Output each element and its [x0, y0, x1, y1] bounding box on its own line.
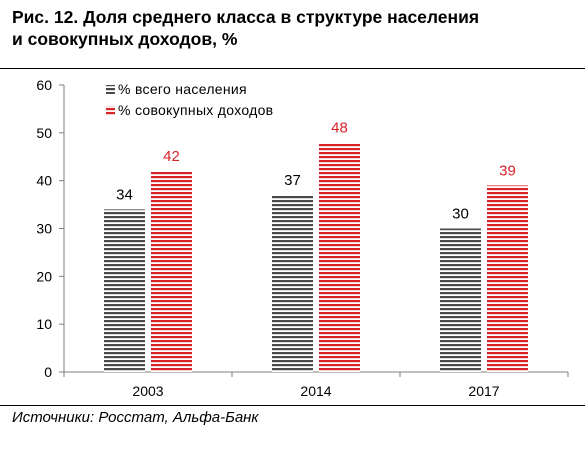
legend: % всего населения % совокупных доходов [106, 81, 273, 118]
figure-title: Рис. 12. Доля среднего класса в структур… [12, 6, 577, 50]
data-label-income: 39 [499, 162, 516, 179]
x-axis: 2003 2014 2017 [63, 371, 569, 399]
x-tick-label: 2017 [468, 383, 499, 399]
y-tick-label: 0 [44, 364, 52, 380]
y-axis: 0 10 20 30 40 50 60 [36, 77, 65, 380]
y-tick-label: 60 [36, 77, 52, 93]
bars-group [104, 142, 528, 372]
y-tick-label: 40 [36, 173, 52, 189]
x-tick-label: 2003 [132, 383, 163, 399]
y-tick-label: 30 [36, 221, 52, 237]
legend-swatch-population [106, 85, 115, 94]
data-label-population: 37 [284, 172, 301, 189]
data-label-income: 48 [331, 119, 348, 136]
figure-title-line-1: Рис. 12. Доля среднего класса в структур… [12, 7, 480, 27]
legend-label-income: % совокупных доходов [118, 102, 273, 118]
data-label-population: 34 [116, 186, 133, 203]
data-label-population: 30 [452, 206, 469, 223]
data-labels-group: 34 42 37 48 30 39 [116, 119, 516, 222]
top-rule [0, 68, 585, 69]
bar-population-2017 [440, 228, 481, 372]
bar-income-2014 [319, 142, 360, 372]
bar-income-2003 [151, 171, 192, 372]
bar-population-2003 [104, 209, 145, 372]
x-tick-label: 2014 [300, 383, 331, 399]
data-label-income: 42 [163, 148, 180, 165]
bar-income-2017 [487, 185, 528, 372]
figure-title-line-2: и совокупных доходов, % [12, 29, 238, 49]
legend-swatch-income [106, 106, 115, 115]
y-tick-label: 10 [36, 316, 52, 332]
bar-population-2014 [272, 195, 313, 372]
y-tick-label: 50 [36, 125, 52, 141]
source-note: Источники: Росстат, Альфа-Банк [12, 409, 259, 426]
legend-label-population: % всего населения [118, 81, 247, 97]
bottom-rule [0, 405, 585, 406]
y-tick-label: 20 [36, 268, 52, 284]
